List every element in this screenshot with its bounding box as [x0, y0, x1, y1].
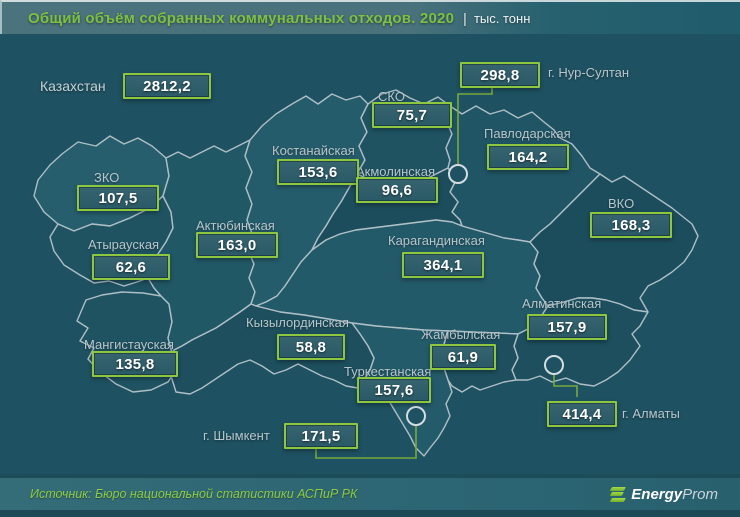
- region-label-shymkent: г. Шымкент: [203, 428, 270, 443]
- value-box-kazakhstan: 2812,2: [123, 73, 211, 99]
- value-shymkent: 171,5: [301, 427, 341, 445]
- value-box-karaganda: 364,1: [402, 252, 484, 278]
- value-mangystau: 135,8: [115, 355, 155, 373]
- value-box-almaty-region: 157,9: [527, 314, 607, 340]
- footer-bar: Источник: Бюро национальной статистики А…: [0, 478, 740, 510]
- value-almaty-city: 414,4: [562, 405, 602, 423]
- energyprom-name: EnergyProm: [631, 486, 718, 503]
- value-box-zhambyl: 61,9: [430, 344, 496, 370]
- value-atyrau: 62,6: [115, 258, 147, 276]
- region-label-sko: СКО: [378, 89, 405, 104]
- value-karaganda: 364,1: [423, 256, 463, 274]
- region-label-mangystau: Мангистауская: [84, 337, 174, 352]
- value-kostanay: 153,6: [298, 163, 338, 181]
- value-box-nur-sultan: 298,8: [460, 62, 540, 88]
- country-label: Казахстан: [40, 78, 106, 94]
- connector-line-nur-sultan: [457, 82, 493, 165]
- region-label-nur-sultan: г. Нур-Султан: [548, 65, 630, 80]
- value-almaty-region: 157,9: [547, 318, 587, 336]
- region-label-zko: ЗКО: [94, 170, 120, 185]
- unit-label: тыс. тонн: [473, 10, 531, 26]
- value-box-pavlodar: 164,2: [487, 144, 569, 170]
- region-label-almaty-region: Алматинская: [522, 296, 602, 311]
- brand-bold: Energy: [631, 485, 683, 503]
- region-label-kyzylorda: Кызылординская: [246, 315, 349, 330]
- energyprom-icon: [610, 486, 627, 502]
- value-box-turkestan: 157,6: [357, 377, 431, 403]
- value-box-mangystau: 135,8: [92, 351, 178, 377]
- value-zko: 107,5: [98, 189, 138, 207]
- value-box-shymkent: 171,5: [284, 423, 358, 449]
- value-box-kyzylorda: 58,8: [277, 334, 345, 360]
- chart-title: Общий объём собранных коммунальных отход…: [28, 9, 455, 27]
- region-label-zhambyl: Жамбылская: [421, 327, 501, 342]
- region-label-kostanay: Костанайская: [272, 143, 355, 158]
- map-region-kyzylorda: [170, 303, 375, 395]
- region-label-pavlodar: Павлодарская: [484, 126, 571, 141]
- title-divider: |: [463, 10, 467, 26]
- city-marker-nur-sultan: [448, 164, 468, 184]
- value-nur-sultan: 298,8: [480, 66, 520, 84]
- connector-line-shymkent: [315, 425, 417, 459]
- energyprom-logo: EnergyProm: [610, 486, 718, 503]
- footer-bottom-strip: [0, 510, 740, 517]
- value-box-kostanay: 153,6: [277, 159, 359, 185]
- region-label-atyrau: Атырауская: [88, 237, 160, 252]
- value-turkestan: 157,6: [374, 381, 414, 399]
- connector-line-almaty-city: [553, 374, 578, 397]
- footer-divider: [0, 474, 740, 478]
- value-aktobe: 163,0: [217, 236, 257, 254]
- city-marker-shymkent: [406, 406, 426, 426]
- header-bar: Общий объём собранных коммунальных отход…: [0, 0, 740, 34]
- value-kyzylorda: 58,8: [295, 338, 327, 356]
- value-vko: 168,3: [611, 216, 651, 234]
- region-label-turkestan: Туркестанская: [344, 364, 432, 379]
- value-akmola: 96,6: [381, 181, 413, 199]
- source-text: Источник: Бюро национальной статистики А…: [30, 487, 358, 501]
- brand-light: Prom: [682, 485, 718, 503]
- value-box-atyrau: 62,6: [92, 254, 170, 280]
- region-label-almaty-city: г. Алматы: [622, 406, 680, 421]
- region-label-akmola: Акмолинская: [356, 164, 436, 179]
- value-box-vko: 168,3: [590, 212, 672, 238]
- region-label-vko: ВКО: [608, 196, 635, 211]
- value-box-almaty-city: 414,4: [547, 401, 617, 427]
- value-box-akmola: 96,6: [356, 177, 438, 203]
- value-sko: 75,7: [396, 106, 428, 124]
- value-box-zko: 107,5: [77, 185, 159, 211]
- value-kazakhstan: 2812,2: [143, 77, 191, 95]
- value-zhambyl: 61,9: [447, 348, 479, 366]
- value-box-aktobe: 163,0: [196, 232, 278, 258]
- region-label-aktobe: Актюбинская: [196, 218, 275, 233]
- city-marker-almaty: [544, 355, 564, 375]
- region-label-karaganda: Карагандинская: [388, 233, 485, 248]
- value-box-sko: 75,7: [372, 102, 452, 128]
- value-pavlodar: 164,2: [508, 148, 548, 166]
